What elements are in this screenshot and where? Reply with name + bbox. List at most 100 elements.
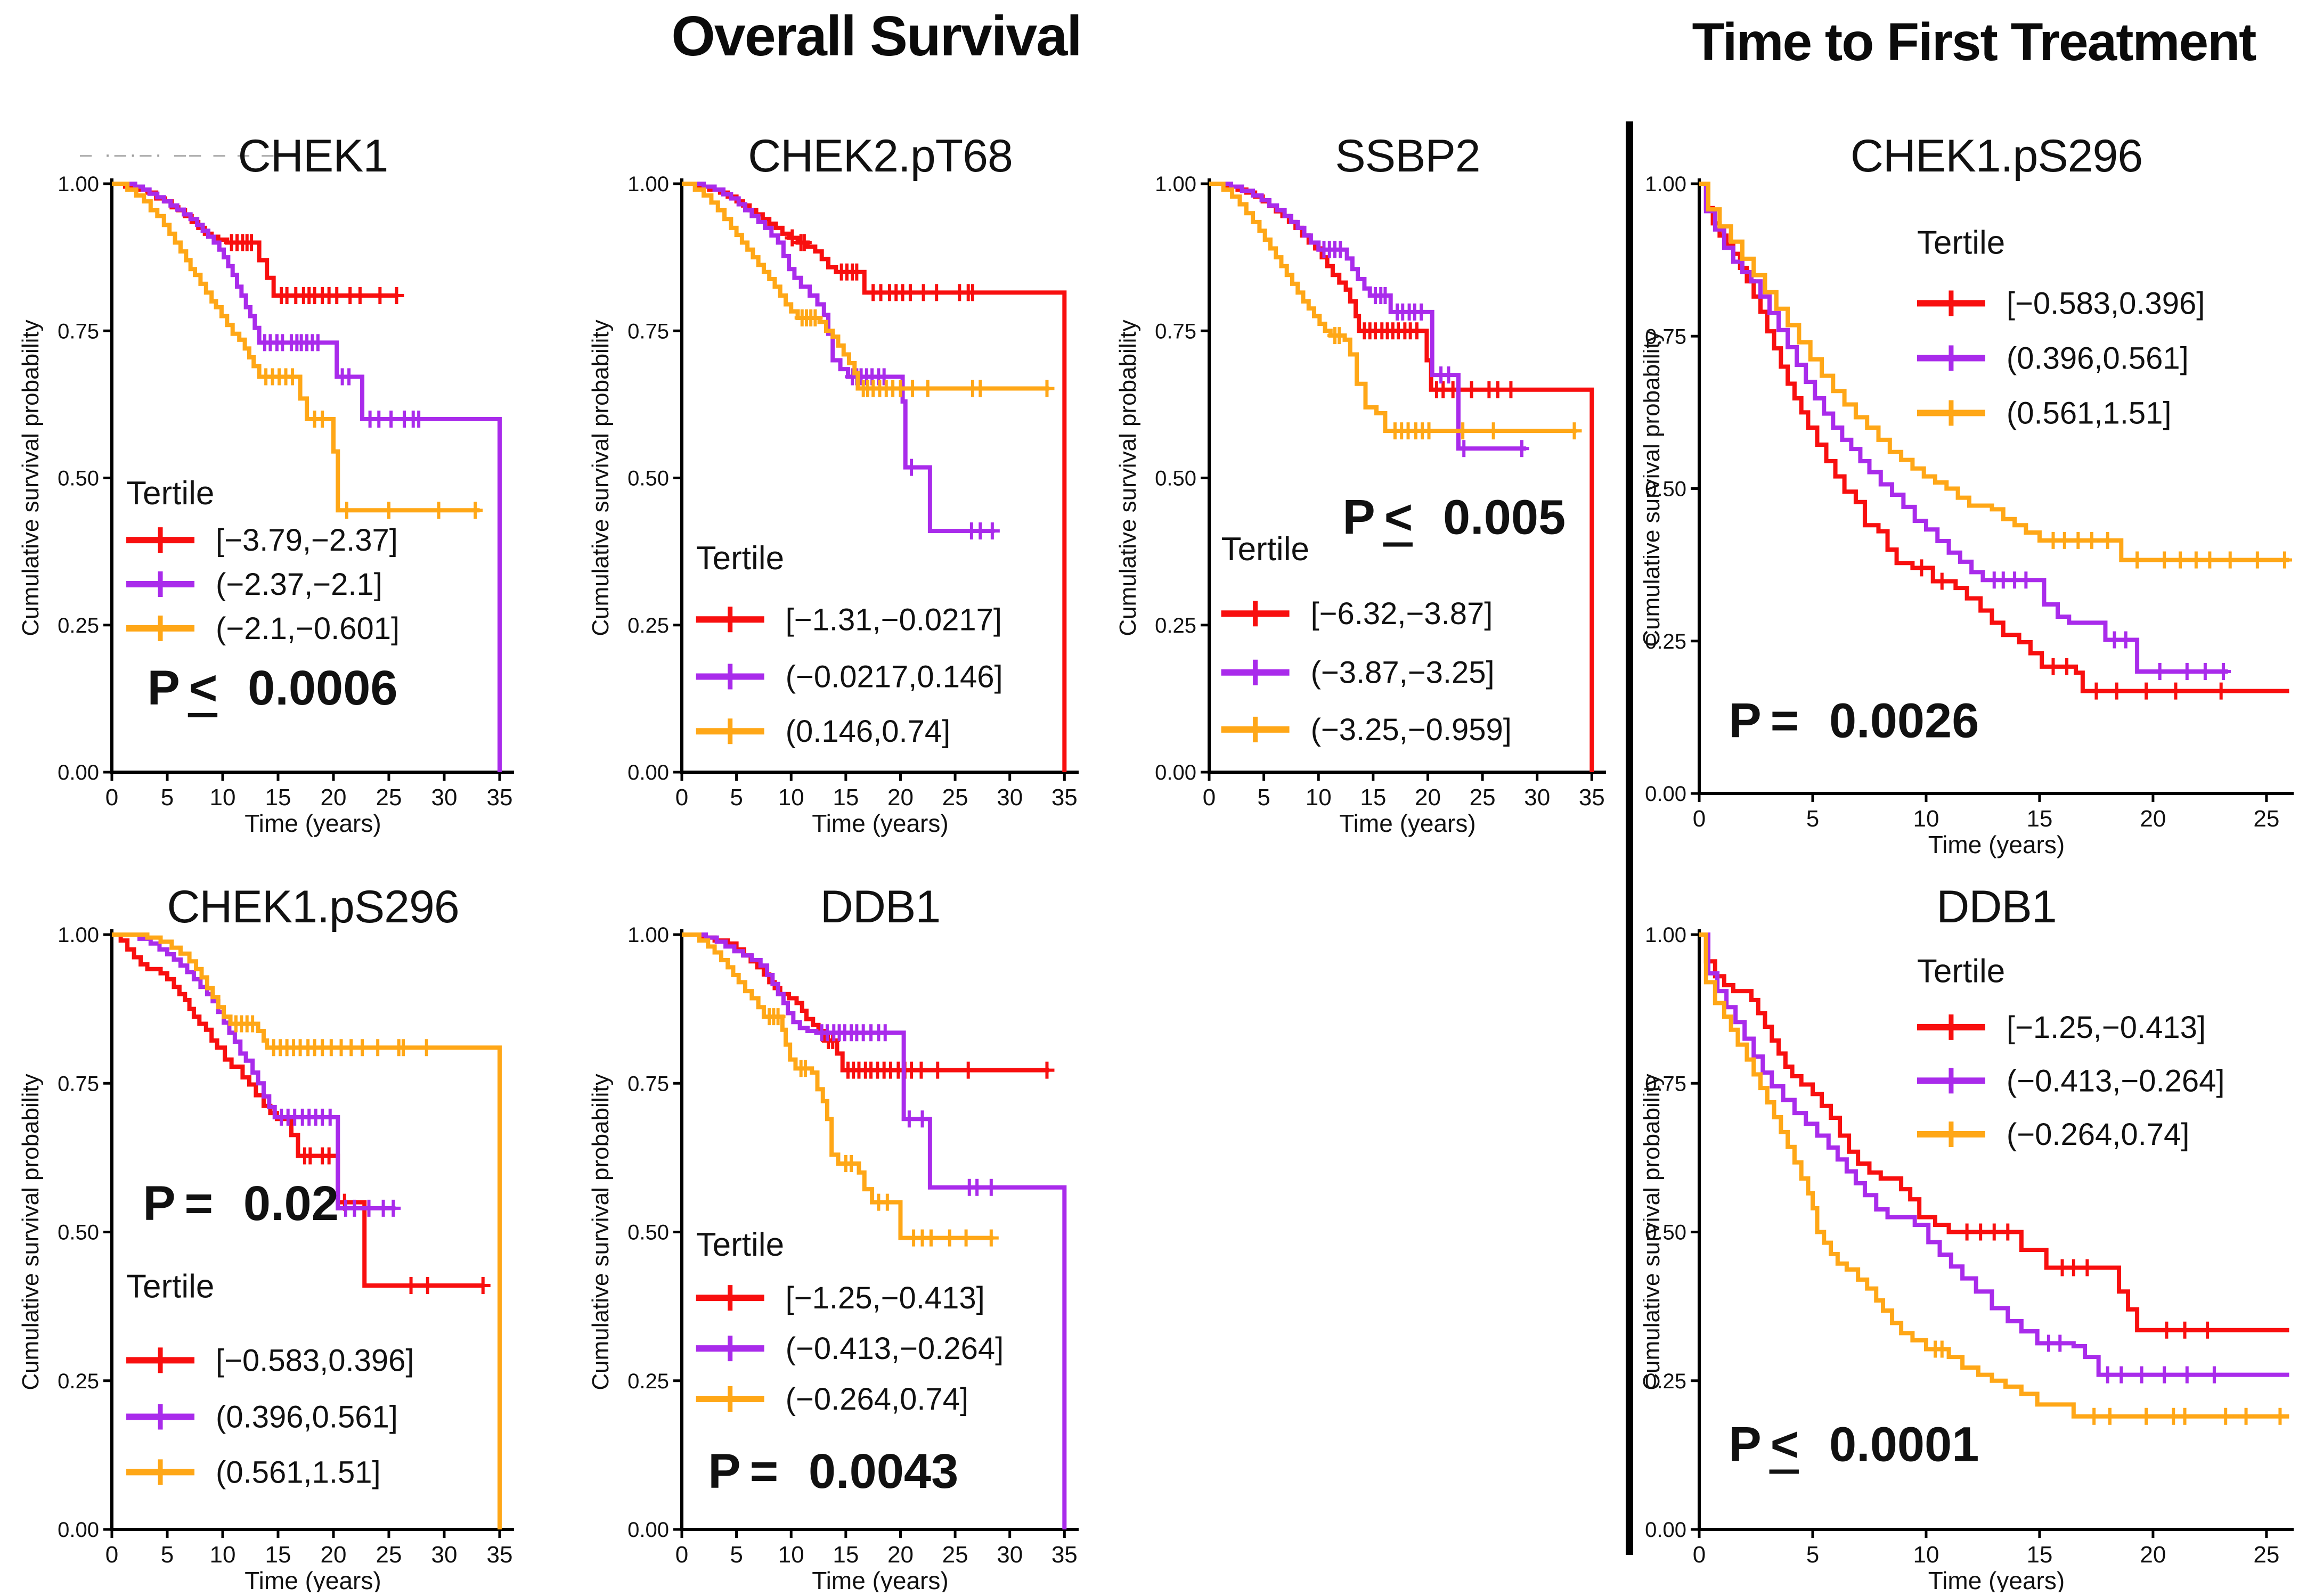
time-to-first-treatment-header: Time to First Treatment	[1692, 12, 2257, 72]
legend-label-purple: (−0.0217,0.146]	[786, 659, 1003, 694]
legend-label-purple: (−0.413,−0.264]	[786, 1331, 1004, 1366]
legend-label-orange: (0.561,1.51]	[216, 1455, 381, 1489]
x-tick-label: 15	[2026, 806, 2052, 832]
overall-survival-header: Overall Survival	[671, 5, 1082, 68]
y-tick-label: 0.25	[627, 614, 669, 637]
legend-label-red: [−6.32,−3.87]	[1311, 596, 1493, 631]
plot-title: DDB1	[1936, 881, 2056, 932]
legend-label-purple: (0.396,0.561]	[2007, 341, 2189, 376]
km-plot-os-chek1-ps296: CHEK1.pS296 1.00 0.75 0.50 0.25 0.000 5 10 15 20 2…	[18, 881, 514, 1592]
p-value-number: 0.0006	[248, 661, 397, 715]
x-tick-label: 20	[2140, 806, 2166, 832]
x-tick-label: 30	[1524, 784, 1550, 811]
y-tick-label: 0.75	[1645, 325, 1686, 348]
x-tick-label: 5	[161, 784, 174, 811]
y-axis-label: Cumulative survival probability	[1115, 320, 1141, 636]
x-tick-label: 15	[265, 784, 291, 811]
x-tick-label: 0	[105, 784, 118, 811]
x-tick-label: 5	[730, 1542, 743, 1568]
x-axis-label: Time (years)	[244, 809, 381, 837]
y-tick-label: 0.25	[627, 1370, 669, 1393]
x-tick-label: 0	[105, 1542, 118, 1568]
p-value-prefix: P	[148, 661, 180, 715]
x-tick-label: 5	[161, 1542, 174, 1568]
km-curve-orange	[1699, 932, 2289, 1419]
km-plot-os-chek1: CHEK1 1.00 0.75 0.50 0.25 0.00 0 5 10 15 20 25 30 35 T…	[18, 130, 514, 837]
p-value-prefix: P	[708, 1444, 740, 1499]
x-tick-label: 25	[376, 784, 402, 811]
y-tick-label: 0.50	[58, 467, 99, 490]
x-tick-label: 5	[730, 784, 743, 811]
x-tick-label: 30	[431, 784, 457, 811]
x-axis-label: Time (years)	[1928, 1567, 2065, 1592]
p-value-operator: <	[1771, 1418, 1799, 1472]
km-plot-os-chek2-pt68: CHEK2.pT68 1.00 0.75 0.50 0.25 0.00 0 5 10 15 20 25…	[588, 130, 1079, 837]
x-tick-label: 30	[997, 1542, 1023, 1568]
plot-title: CHEK1.pS296	[1851, 130, 2142, 182]
x-tick-label: 15	[1360, 784, 1386, 811]
p-value-prefix: P	[1729, 1418, 1761, 1472]
y-tick-label: 0.75	[58, 320, 99, 343]
km-curve-orange	[682, 932, 993, 1240]
y-tick-label: 0.75	[627, 320, 669, 343]
x-tick-label: 0	[1203, 784, 1216, 811]
y-tick-label: 0.25	[1645, 1370, 1686, 1393]
legend-label-purple: (−2.37,−2.1]	[216, 567, 382, 602]
x-tick-label: 20	[321, 784, 347, 811]
x-tick-label: 35	[486, 784, 512, 811]
km-curve-red	[112, 932, 484, 1288]
x-tick-label: 0	[1693, 1542, 1706, 1568]
y-tick-label: 0.50	[58, 1221, 99, 1245]
x-tick-label: 25	[1470, 784, 1496, 811]
y-axis-label: Cumulative survival probability	[1643, 1074, 1665, 1390]
x-tick-label: 35	[1579, 784, 1605, 811]
legend-label-red: [−0.583,0.396]	[216, 1343, 414, 1378]
legend-label-red: [−3.79,−2.37]	[216, 523, 398, 558]
y-tick-label: 1.00	[58, 173, 99, 196]
x-tick-label: 25	[942, 784, 968, 811]
x-tick-label: 15	[2026, 1542, 2052, 1568]
x-tick-label: 20	[2140, 1542, 2166, 1568]
section-divider-line	[1626, 121, 1633, 1555]
y-tick-label: 0.75	[58, 1072, 99, 1095]
y-tick-label: 0.75	[1645, 1072, 1686, 1095]
x-tick-label: 0	[1693, 806, 1706, 832]
p-value-prefix: P	[1729, 694, 1761, 748]
y-tick-label: 0.50	[627, 1221, 669, 1245]
legend-title: Tertile	[126, 1268, 214, 1305]
p-value-number: 0.0026	[1829, 694, 1979, 748]
x-axis-label: Time (years)	[812, 809, 948, 837]
km-plot-ttft-chek1-ps296: CHEK1.pS296 1.00 0.75 0.50 0.25 0.00 0 5 10 15 20 2…	[1643, 130, 2294, 858]
x-axis-label: Time (years)	[244, 1567, 381, 1592]
legend-label-orange: (−3.25,−0.959]	[1311, 713, 1512, 747]
plot-title: SSBP2	[1335, 130, 1480, 182]
legend-label-orange: (−2.1,−0.601]	[216, 611, 400, 646]
x-tick-label: 10	[1913, 806, 1939, 832]
plot-title: CHEK2.pT68	[748, 130, 1013, 182]
x-tick-label: 5	[1257, 784, 1270, 811]
x-tick-label: 25	[942, 1542, 968, 1568]
legend-label-red: [−1.25,−0.413]	[786, 1281, 985, 1315]
y-axis-label: Cumulative survival probability	[18, 1074, 44, 1390]
km-curve-orange	[682, 182, 1049, 391]
x-tick-label: 15	[833, 784, 859, 811]
x-tick-label: 30	[431, 1542, 457, 1568]
plot-title: CHEK1	[238, 130, 388, 182]
x-tick-label: 35	[1051, 784, 1078, 811]
y-axis-label: Cumulative survival probability	[1643, 330, 1665, 646]
x-tick-label: 35	[486, 1542, 512, 1568]
p-value-number: 0.02	[243, 1176, 339, 1231]
km-curve-purple	[112, 932, 396, 1210]
y-tick-label: 1.00	[1645, 173, 1686, 196]
p-value-number: 0.0043	[809, 1444, 958, 1499]
x-axis-label: Time (years)	[812, 1567, 948, 1592]
y-tick-label: 0.00	[627, 761, 669, 784]
y-tick-label: 1.00	[1155, 173, 1196, 196]
x-tick-label: 5	[1806, 1542, 1819, 1568]
p-value-number: 0.0001	[1829, 1418, 1979, 1472]
p-value-operator: <	[1384, 490, 1413, 544]
km-curve-purple	[1699, 182, 2228, 674]
y-tick-label: 0.50	[627, 467, 669, 490]
legend-label-purple: (−0.413,−0.264]	[2007, 1063, 2225, 1098]
